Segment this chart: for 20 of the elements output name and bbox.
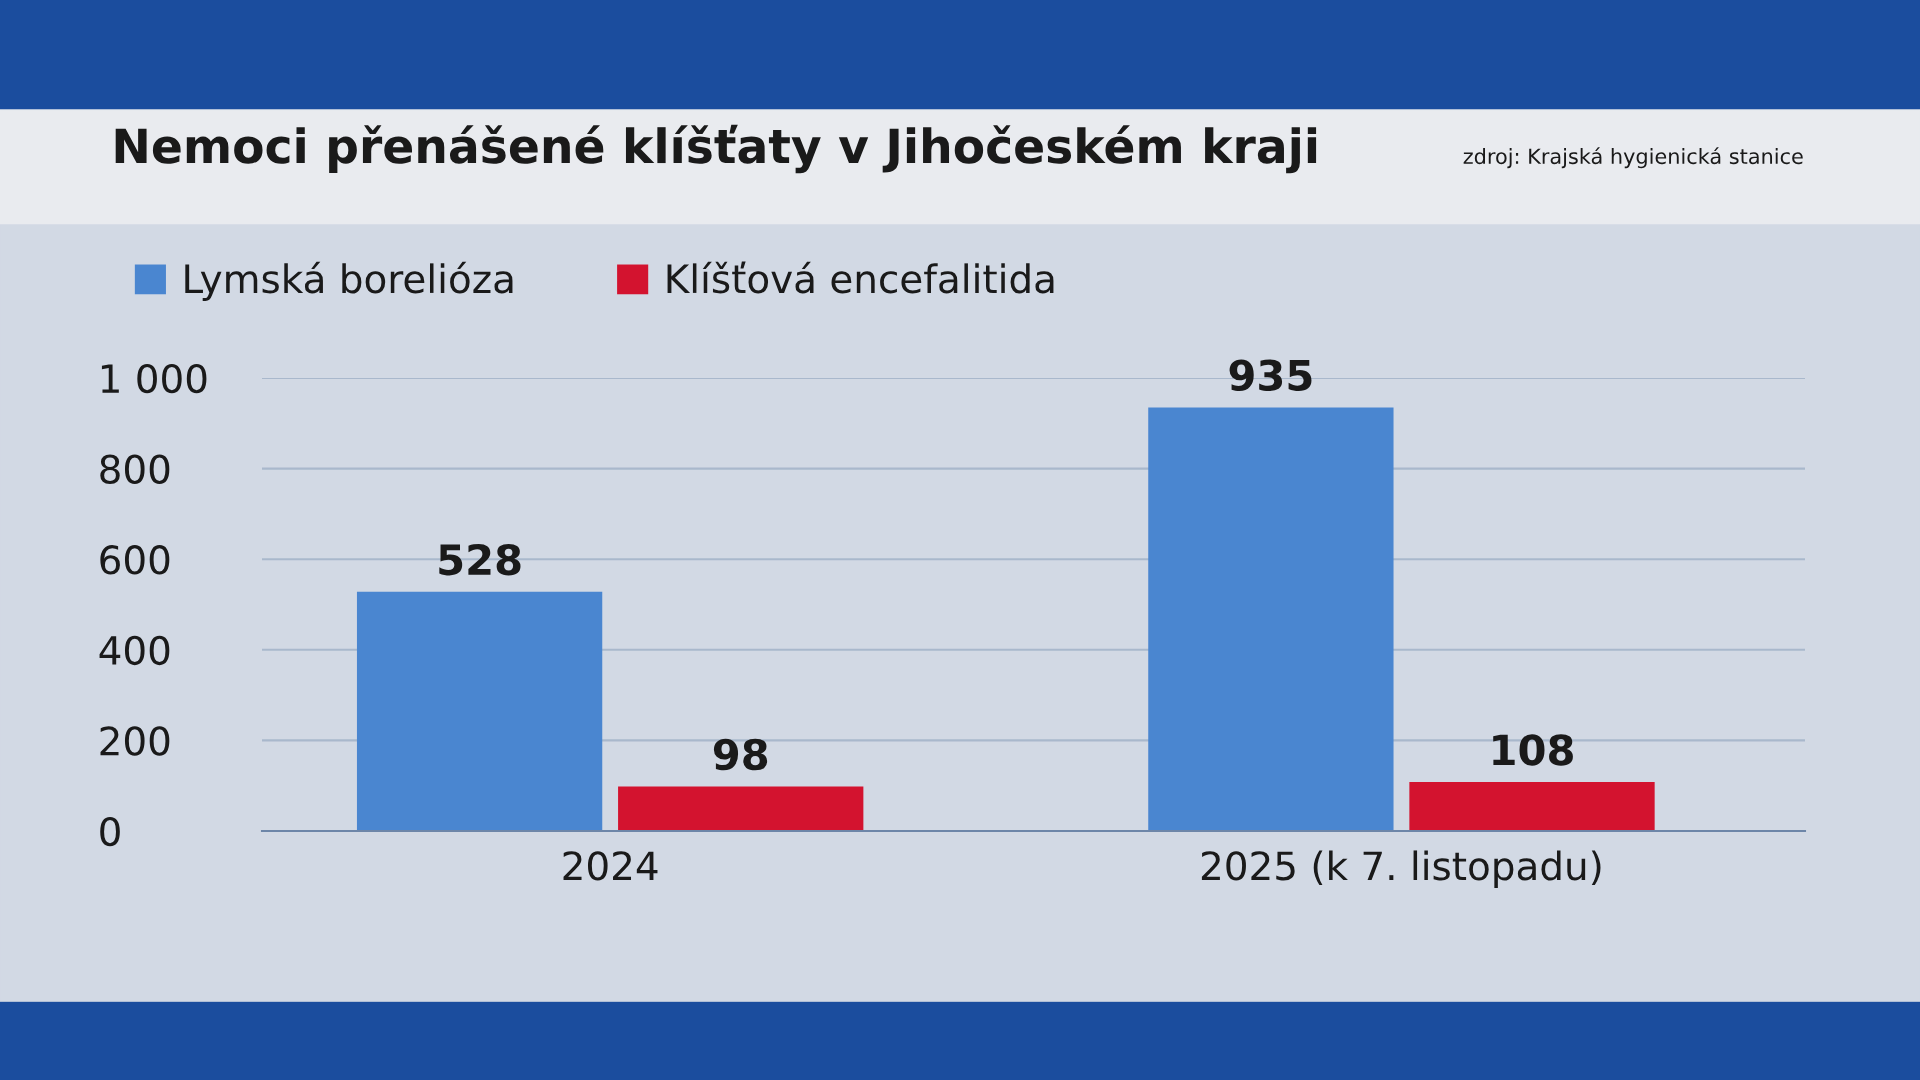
y-tick-label: 600 (100, 545, 170, 575)
text: zdroj: Krajská hygienická stanice (1463, 147, 1803, 169)
y-tick-label: 1 000 (101, 363, 207, 394)
data-label: 108 (1493, 734, 1573, 766)
bar (618, 786, 864, 831)
x-tick-label: 2024 (563, 851, 658, 881)
y-tick-label: 200 (100, 726, 170, 756)
y-tick-label: 800 (100, 454, 170, 484)
data-label: 98 (713, 738, 768, 771)
data-label: 528 (439, 543, 521, 576)
legend-label: Klíšťová encefalitida (667, 261, 1054, 294)
x-tick-label: 2025 (k 7. listopadu) (1201, 850, 1601, 889)
bar (356, 591, 603, 831)
legend-label: Lymská borelióza (185, 261, 513, 301)
y-tick-label: 0 (100, 816, 120, 847)
y-tick-label: 400 (99, 635, 170, 666)
bar (1409, 782, 1655, 831)
bar (1148, 407, 1394, 831)
chart-title: Nemoci přenášené klíšťaty v Jihočeském kraji (115, 124, 1317, 174)
data-label: 935 (1229, 359, 1312, 392)
